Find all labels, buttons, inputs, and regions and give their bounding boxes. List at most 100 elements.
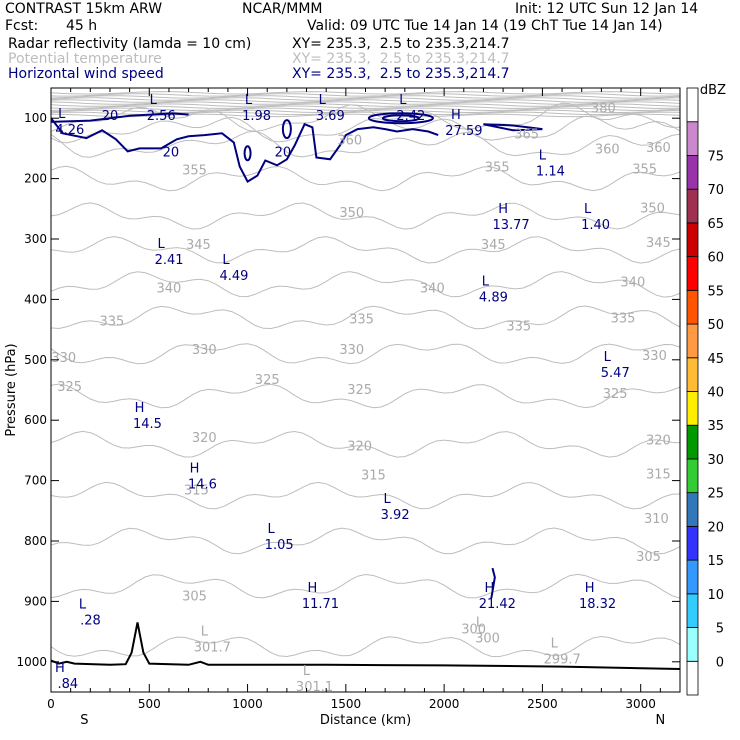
colorbar-level-label: 30 [707,453,724,468]
theta-strat-line [51,105,680,109]
theta-strat-line [51,91,680,95]
colorbar-level-label: 35 [707,419,724,434]
extremum-symbol: L [551,637,559,652]
contour-labels: 380 365 360 360 360 355 355 355 350 350 345 345 345 3… [51,93,670,695]
colorbar-level-label: 15 [707,554,724,569]
extremum-value: 14.5 [133,417,162,432]
x-tick-label: 2000 [429,697,460,711]
field-xy-theta: XY= 235.3, 2.5 to 235.3,214.7 [292,51,510,67]
colorbar-swatch [686,525,699,561]
x-tick-label: 500 [138,697,161,711]
theta-label: 360 [646,141,671,156]
colorbar-swatch [686,559,699,595]
extremum-value: 13.77 [492,218,529,233]
extremum-symbol: L [268,522,276,537]
colorbar-swatch [686,155,699,190]
extremum-value: 2.56 [147,109,176,124]
x-tick-label: 3000 [625,697,656,711]
theta-label: 320 [192,431,217,446]
x-tick-label: 2500 [527,697,558,711]
theta-line-345 [51,236,680,264]
wind-core-contour [367,112,434,125]
theta-line-340 [51,271,680,298]
extremum-symbol: L [79,597,87,612]
terrain [50,622,681,670]
extremum-value: 301.1 [296,680,333,695]
extremum-symbol: L [482,274,490,289]
extremum-value: 27.59 [445,124,482,139]
extremum-symbol: H [135,401,145,416]
extremum-symbol: L [476,616,484,631]
extremum-value: 299.7 [544,653,581,668]
colorbar-level-label: 5 [716,622,724,637]
wind-small-contour [281,119,292,140]
theta-line-315 [51,481,680,510]
wind-low-contour [490,567,496,599]
extremum-value: 3.92 [381,508,410,523]
wind-small-contour [243,145,252,162]
colorbar-level-label: 65 [707,217,724,232]
theta-strat-line [51,101,680,105]
theta-label: 320 [646,434,671,449]
theta-line-320 [51,430,680,458]
y-tick-label: 100 [24,111,47,125]
colorbar-swatch [686,492,699,527]
x-tick-label: 1500 [331,697,362,711]
extremum-symbol: L [150,93,158,108]
extremum-value: 1.98 [242,109,271,124]
theta-label: 330 [51,351,76,366]
colorbar-title: dBZ [700,83,726,98]
extremum-value: 1.14 [536,165,565,180]
colorbar-swatch [686,458,699,494]
wind-core-contour [381,114,420,123]
theta-label: 365 [514,127,539,142]
theta-strat-line [51,95,680,99]
theta-label: 340 [157,281,182,296]
colorbar-level-label: 70 [707,183,724,198]
theta-strat-line [51,93,680,97]
extremum-value: 11.71 [302,597,339,612]
colorbar-swatch [686,593,699,628]
extremum-value: 3.69 [316,109,345,124]
init-time: Init: 12 UTC Sun 12 Jan 14 [515,1,699,17]
theta-line-330 [51,343,680,365]
theta-label: 315 [361,469,386,484]
extremum-symbol: L [539,149,547,164]
extremum-symbol: L [604,350,612,365]
theta-label: 335 [506,319,531,334]
extremum-value: 1.05 [265,538,294,553]
theta-line-305 [51,573,680,599]
extremum-symbol: H [585,581,595,596]
colorbar-swatch [686,660,699,696]
x-axis-label: Distance (km) [320,713,411,728]
extremum-symbol: L [245,93,253,108]
y-tick-label: 700 [24,474,47,488]
extremum-value: 301.7 [194,641,231,656]
theta-label: 350 [339,206,364,221]
theta-line-325 [51,383,680,409]
y-tick-label: 800 [24,534,47,548]
theta-label: 335 [349,313,374,328]
extremum-value: 4.49 [219,269,248,284]
colorbar-level-label: 75 [707,149,724,164]
extremum-symbol: H [498,202,508,217]
field-name-wind: Horizontal wind speed [8,66,164,82]
extremum-value: 4.89 [479,290,508,305]
y-tick-label: 300 [24,232,47,246]
theta-label: 310 [644,512,669,527]
extremum-symbol: L [383,492,391,507]
theta-line-300 [51,635,680,658]
theta-label: 360 [337,133,362,148]
extremum-symbol: L [303,664,311,679]
field-name-theta: Potential temperature [8,51,162,67]
extremum-value: .84 [58,677,79,692]
colorbar-level-label: 10 [707,588,724,603]
wind-contour-top [51,112,189,123]
theta-line-355 [51,165,680,192]
theta-label: 330 [192,343,217,358]
theta-label: 345 [481,238,506,253]
y-tick-label: 900 [24,594,47,608]
extremum-symbol: H [308,581,318,596]
